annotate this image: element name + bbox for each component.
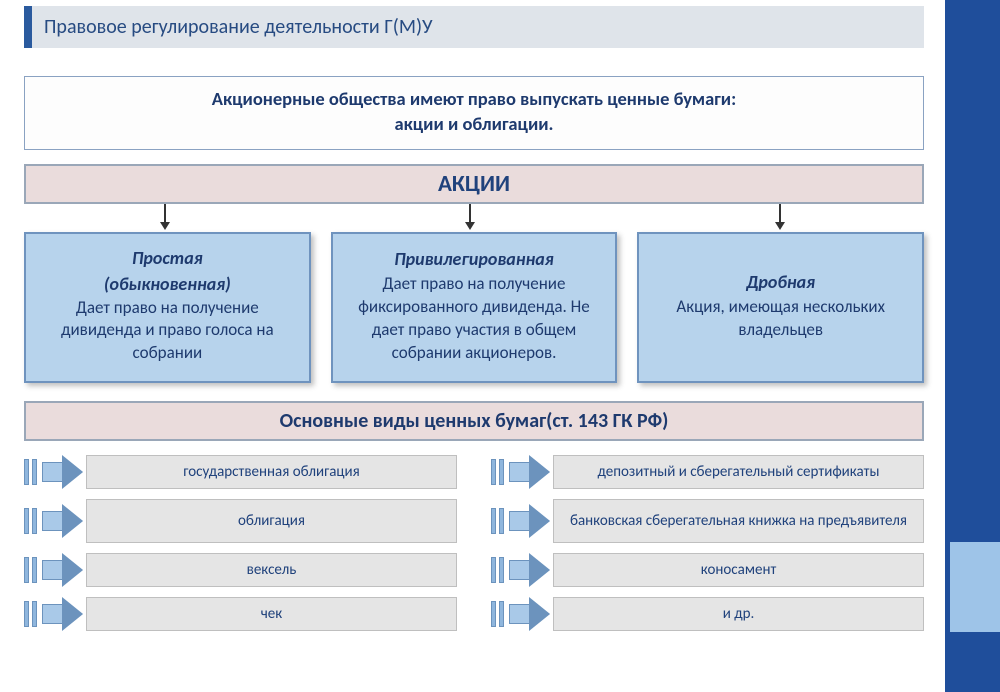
share-card-fractional: Дробная Акция, имеющая нескольких владел… (637, 232, 924, 383)
card-body: Дает право на получение фиксированного д… (347, 273, 602, 365)
arrow-right-icon (24, 553, 86, 587)
securities-grid: государственная облигация депозитный и с… (24, 455, 924, 631)
down-arrow-icon (469, 204, 471, 224)
slide-title: Правовое регулирование деятельности Г(М)… (44, 15, 433, 39)
shares-header: АКЦИИ (24, 164, 924, 204)
security-item: депозитный и сберегательный сертификаты (491, 455, 924, 489)
slide-title-bar: Правовое регулирование деятельности Г(М)… (24, 6, 924, 48)
securities-header: Основные виды ценных бумаг(ст. 143 ГК РФ… (24, 401, 924, 441)
card-body: Дает право на получение дивиденда и прав… (40, 297, 295, 366)
share-card-simple: Простая (обыкновенная) Дает право на пол… (24, 232, 311, 383)
arrow-right-icon (491, 553, 553, 587)
security-label: коносамент (553, 553, 924, 587)
security-item: вексель (24, 553, 457, 587)
arrow-right-icon (24, 455, 86, 489)
down-arrow-icon (164, 204, 166, 224)
slide-content: Правовое регулирование деятельности Г(М)… (0, 0, 945, 631)
card-subtitle: (обыкновенная) (40, 272, 295, 296)
card-title: Простая (40, 246, 295, 270)
share-card-privileged: Привилегированная Дает право на получени… (331, 232, 618, 383)
security-label: чек (86, 597, 457, 631)
arrow-row (24, 204, 924, 232)
arrow-right-icon (24, 499, 86, 543)
right-sidebar-decor (945, 0, 1000, 692)
security-label: облигация (86, 499, 457, 543)
card-body: Акция, имеющая нескольких владельцев (653, 296, 908, 342)
security-item: коносамент (491, 553, 924, 587)
intro-box: Акционерные общества имеют право выпуска… (24, 76, 924, 150)
security-item: чек (24, 597, 457, 631)
security-label: депозитный и сберегательный сертификаты (553, 455, 924, 489)
security-item: государственная облигация (24, 455, 457, 489)
arrow-right-icon (491, 499, 553, 543)
arrow-right-icon (24, 597, 86, 631)
security-label: и др. (553, 597, 924, 631)
share-types-row: Простая (обыкновенная) Дает право на пол… (24, 232, 924, 383)
security-label: государственная облигация (86, 455, 457, 489)
security-label: вексель (86, 553, 457, 587)
security-label: банковская сберегательная книжка на пред… (553, 499, 924, 543)
security-item: и др. (491, 597, 924, 631)
security-item: банковская сберегательная книжка на пред… (491, 499, 924, 543)
intro-line-2: акции и облигации. (45, 112, 903, 137)
card-title: Привилегированная (347, 247, 602, 271)
card-title: Дробная (653, 270, 908, 294)
security-item: облигация (24, 499, 457, 543)
intro-line-1: Акционерные общества имеют право выпуска… (45, 87, 903, 112)
down-arrow-icon (779, 204, 781, 224)
arrow-right-icon (491, 455, 553, 489)
arrow-right-icon (491, 597, 553, 631)
